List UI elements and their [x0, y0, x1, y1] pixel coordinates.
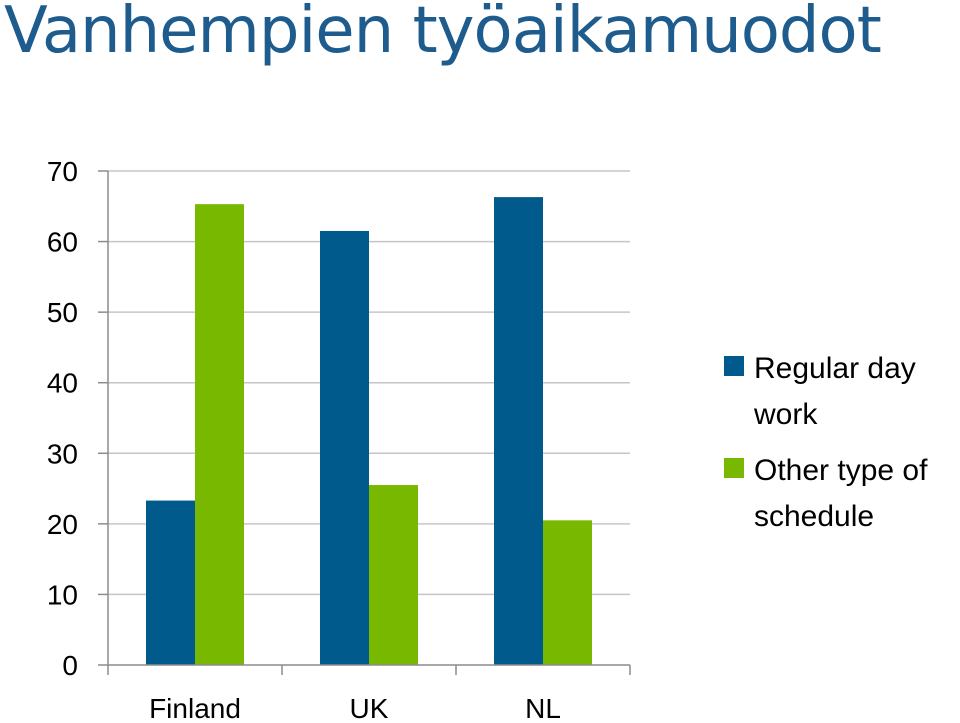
legend-label: schedule: [754, 500, 874, 533]
bar-finland-series-2: [195, 204, 244, 665]
bars: [146, 197, 592, 665]
bar-uk-series-1: [320, 230, 369, 665]
legend-label: Other type of: [754, 454, 928, 487]
y-tick-label: 0: [62, 650, 78, 681]
y-tick-label: 10: [47, 579, 78, 610]
chart-title: Vanhempien työaikamuodot: [4, 0, 882, 68]
bar-uk-series-2: [369, 485, 418, 665]
y-tick-label: 40: [47, 368, 78, 399]
bar-nl-series-1: [494, 197, 543, 665]
y-tick-label: 30: [47, 438, 78, 469]
y-tick-label: 20: [47, 509, 78, 540]
y-tick-label: 60: [47, 227, 78, 258]
legend-label: Regular day: [754, 352, 916, 385]
x-category-label: UK: [350, 693, 389, 723]
bar-finland-series-1: [146, 500, 195, 665]
y-tick-label: 50: [47, 297, 78, 328]
x-category-label: NL: [525, 693, 561, 723]
y-tick-label: 70: [47, 156, 78, 187]
legend-label: work: [753, 398, 818, 431]
legend-swatch: [724, 458, 744, 478]
bar-nl-series-2: [543, 520, 592, 665]
x-category-label: Finland: [149, 693, 241, 723]
y-axis-tick-labels: 0 10 20 30 40 50 60 70: [47, 156, 78, 681]
legend: Regular day work Other type of schedule: [724, 352, 928, 533]
x-axis-category-labels: Finland UK NL: [149, 693, 561, 723]
axes: [107, 171, 631, 675]
legend-swatch: [724, 356, 744, 376]
